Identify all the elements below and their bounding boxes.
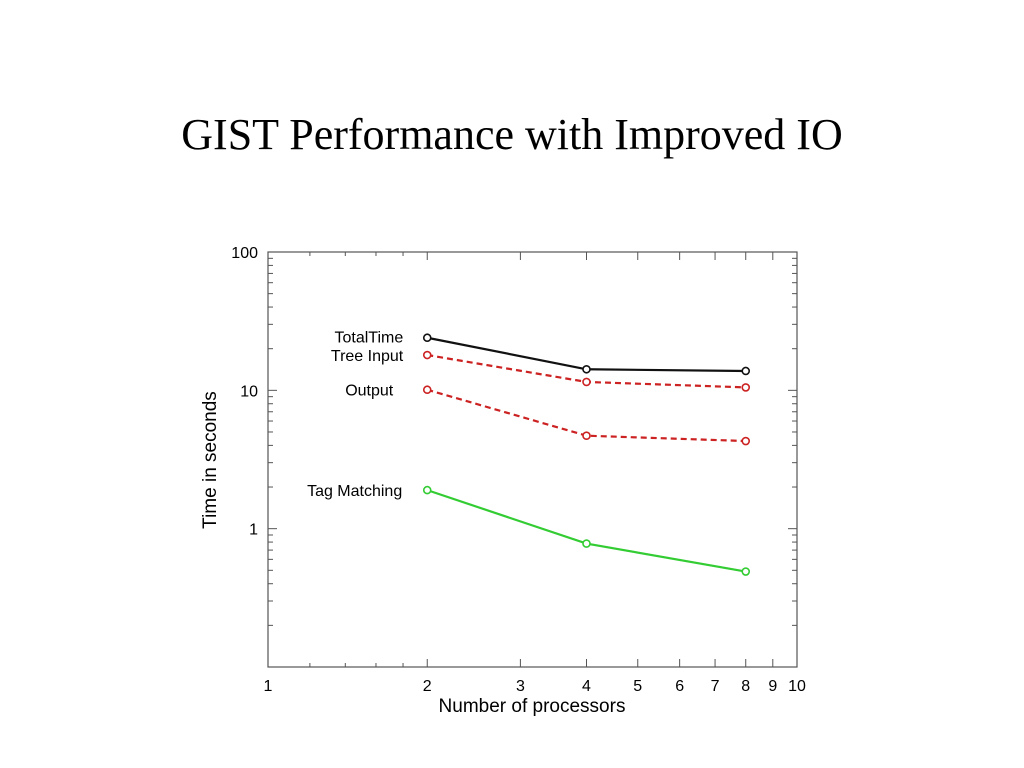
x-axis-label: Number of processors bbox=[439, 696, 626, 717]
y-tick-label: 1 bbox=[249, 522, 258, 539]
data-point bbox=[422, 333, 432, 343]
x-tick-label: 3 bbox=[516, 678, 525, 695]
x-tick-label: 10 bbox=[788, 678, 806, 695]
axis-tick-labels: 1 2 3 4 5 6 7 8 9 10 1 10 100 bbox=[231, 245, 806, 695]
data-point bbox=[422, 385, 432, 395]
series-label: Output bbox=[345, 383, 394, 400]
data-point bbox=[741, 436, 751, 446]
data-point bbox=[582, 431, 591, 440]
x-tick-label: 5 bbox=[633, 678, 642, 695]
data-point bbox=[582, 364, 591, 374]
data-point bbox=[741, 383, 751, 392]
series-label: Tag Matching bbox=[307, 483, 402, 500]
data-point bbox=[422, 485, 432, 495]
x-tick-label: 7 bbox=[711, 678, 720, 695]
slide-title: GIST Performance with Improved IO bbox=[181, 110, 843, 159]
x-tick-label: 9 bbox=[768, 678, 777, 695]
x-tick-label: 2 bbox=[423, 678, 432, 695]
series-line bbox=[426, 489, 746, 573]
y-tick-label: 10 bbox=[240, 383, 258, 400]
data-point bbox=[422, 350, 432, 360]
y-tick-label: 100 bbox=[231, 245, 258, 262]
x-tick-label: 6 bbox=[675, 678, 684, 695]
series-tree-input: Tree Input bbox=[331, 348, 751, 392]
data-point bbox=[741, 366, 751, 376]
series-tag-matching: Tag Matching bbox=[307, 483, 751, 576]
plot-frame bbox=[267, 251, 798, 668]
series-label: TotalTime bbox=[334, 330, 403, 347]
data-point bbox=[582, 539, 591, 548]
x-tick-label: 8 bbox=[741, 678, 750, 695]
y-axis-label: Time in seconds bbox=[200, 391, 221, 529]
series-label: Tree Input bbox=[331, 348, 404, 365]
axis-ticks bbox=[268, 252, 797, 667]
series-output: Output bbox=[345, 383, 751, 446]
series-totaltime: TotalTime bbox=[334, 330, 751, 376]
x-tick-label: 4 bbox=[582, 678, 591, 695]
x-tick-label: 1 bbox=[264, 678, 273, 695]
data-point bbox=[582, 377, 591, 387]
data-point bbox=[741, 567, 751, 576]
